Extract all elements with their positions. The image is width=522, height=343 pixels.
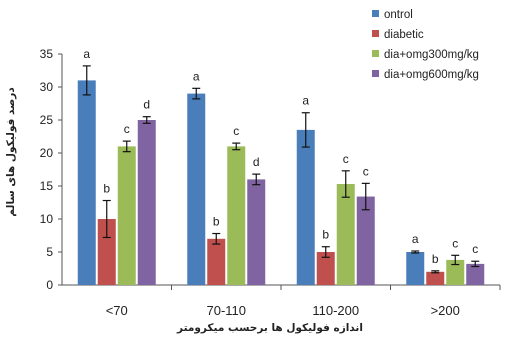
bar [227,146,246,285]
bar [446,259,465,285]
significance-letter: a [193,69,200,83]
bar [316,252,335,285]
bar [356,196,375,285]
significance-letter: c [233,124,239,138]
legend-label: dia+omg300mg/kg [384,49,479,61]
y-tick-label: 35 [40,47,54,61]
x-tick-label: 110-200 [312,303,359,318]
bar [77,80,96,286]
y-tick-label: 30 [40,80,54,94]
significance-letter: c [343,152,349,166]
significance-letter: c [363,164,369,178]
significance-letter: b [103,182,110,196]
significance-letter: a [302,94,309,108]
bar [296,129,315,285]
y-axis-title: درصد فولیکول های سالم [5,87,17,217]
x-tick-label: >200 [431,303,460,318]
significance-letter: b [322,228,329,242]
legend: ontrol diabetic dia+omg300mg/kg dia+omg600m… [372,9,479,81]
axes: 0 5 10 15 20 25 30 35 <70 70-110 110-200 >200 [40,47,501,318]
y-tick-label: 25 [40,113,54,127]
x-tick-label: <70 [106,303,128,318]
y-tick-label: 10 [40,212,54,226]
significance-letter: b [213,215,220,229]
legend-swatch [372,30,379,37]
bars [77,80,485,286]
bar [466,263,485,285]
bar [426,271,445,285]
x-tick-label: 70-110 [206,303,246,318]
y-tick-label: 0 [46,278,53,292]
bar [207,238,226,285]
y-tick-label: 15 [40,179,54,193]
bar [247,179,266,285]
bar [187,93,206,285]
significance-letter: c [124,122,130,136]
legend-swatch [372,70,379,77]
legend-label: diabetic [384,29,424,41]
significance-letter: c [452,236,458,250]
legend-label: ontrol [384,9,413,21]
error-bars [82,65,480,274]
x-axis-title: اندازه فولیکول ها برحسب میکرومتر [176,322,363,334]
y-tick-label: 20 [40,146,54,160]
significance-letter: a [412,232,419,246]
bar [406,252,425,285]
significance-letter: c [472,242,478,256]
significance-letter: d [143,98,150,112]
bar [97,219,116,285]
significance-letter: b [432,252,439,266]
significance-letter: a [83,47,90,61]
y-tick-label: 5 [46,245,53,259]
bar [137,120,156,285]
legend-label: dia+omg600mg/kg [384,69,479,81]
legend-swatch [372,50,379,57]
bar [117,146,136,285]
significance-letter: d [253,155,260,169]
legend-swatch [372,10,379,17]
bar [336,184,355,285]
